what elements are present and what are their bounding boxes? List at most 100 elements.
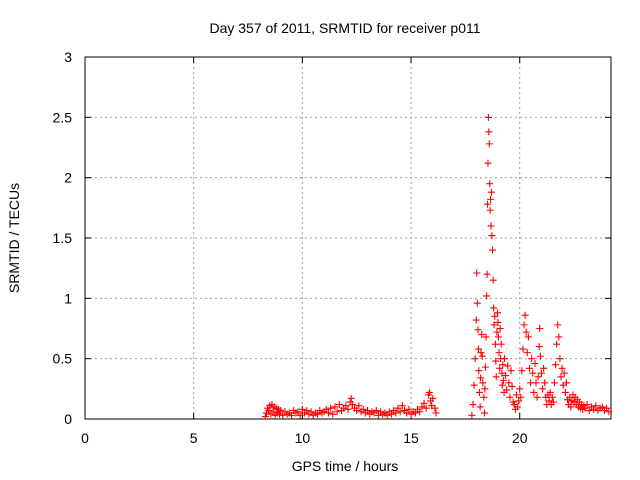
axis-ticks: 0 0.5 1 1.5 2 2.5 3 0 5 10 15 20 bbox=[53, 49, 611, 446]
data-point bbox=[598, 403, 606, 411]
data-point bbox=[515, 397, 523, 405]
data-point bbox=[552, 361, 560, 369]
data-point bbox=[474, 326, 482, 334]
data-point bbox=[533, 393, 541, 401]
x-tick-label: 5 bbox=[190, 430, 198, 446]
data-point bbox=[555, 333, 563, 341]
data-point bbox=[335, 401, 343, 409]
data-point bbox=[372, 407, 380, 415]
data-point bbox=[560, 369, 568, 377]
data-point bbox=[490, 304, 498, 312]
data-point bbox=[529, 369, 537, 377]
data-point bbox=[488, 232, 496, 240]
data-point bbox=[476, 388, 483, 396]
data-point bbox=[514, 403, 522, 411]
x-tick-label: 0 bbox=[81, 430, 89, 446]
data-point bbox=[331, 403, 339, 411]
data-point bbox=[481, 385, 489, 393]
data-point bbox=[396, 408, 404, 416]
data-point bbox=[418, 403, 426, 411]
data-point bbox=[405, 405, 413, 413]
data-point bbox=[530, 388, 538, 396]
data-point bbox=[394, 404, 402, 412]
data-point bbox=[477, 349, 485, 357]
data-point bbox=[583, 401, 591, 409]
data-point bbox=[329, 410, 337, 418]
data-point bbox=[585, 407, 593, 415]
data-point bbox=[481, 363, 489, 371]
data-point bbox=[353, 407, 361, 415]
data-point bbox=[426, 388, 434, 396]
data-point bbox=[491, 312, 499, 320]
data-point bbox=[314, 410, 322, 418]
data-point bbox=[473, 269, 481, 277]
data-point bbox=[269, 408, 277, 416]
data-point bbox=[550, 379, 558, 387]
data-point bbox=[480, 393, 488, 401]
data-point bbox=[483, 270, 491, 278]
y-tick-label: 1.5 bbox=[53, 230, 73, 246]
data-point bbox=[472, 316, 480, 324]
data-point bbox=[523, 349, 531, 357]
data-point bbox=[567, 403, 575, 411]
data-point bbox=[420, 399, 428, 407]
data-point bbox=[374, 411, 382, 419]
data-point bbox=[411, 409, 419, 417]
data-point bbox=[294, 408, 302, 416]
data-point bbox=[492, 357, 500, 365]
data-point bbox=[478, 331, 486, 339]
data-point bbox=[504, 362, 512, 370]
data-point bbox=[557, 373, 565, 381]
data-point bbox=[398, 402, 406, 410]
data-point bbox=[520, 321, 528, 329]
data-point bbox=[265, 407, 273, 415]
x-axis-label: GPS time / hours bbox=[292, 458, 399, 474]
data-point bbox=[485, 140, 493, 148]
x-tick-label: 20 bbox=[512, 430, 528, 446]
x-tick-label: 15 bbox=[403, 430, 419, 446]
data-point bbox=[518, 367, 526, 375]
data-point bbox=[498, 381, 506, 389]
data-point bbox=[531, 359, 539, 367]
data-point bbox=[475, 367, 483, 375]
data-point bbox=[494, 333, 502, 341]
data-point bbox=[524, 333, 532, 341]
data-point bbox=[516, 385, 524, 393]
data-point bbox=[287, 411, 295, 419]
data-point bbox=[276, 410, 284, 418]
data-point bbox=[506, 393, 514, 401]
y-tick-label: 2.5 bbox=[53, 109, 73, 125]
data-point bbox=[540, 364, 548, 372]
data-point bbox=[494, 309, 502, 317]
y-tick-label: 0.5 bbox=[53, 351, 73, 367]
data-point bbox=[487, 222, 495, 230]
data-point bbox=[486, 206, 494, 214]
data-point bbox=[296, 411, 304, 419]
data-point bbox=[484, 200, 492, 208]
y-axis-label: SRMTID / TECUs bbox=[6, 183, 22, 293]
data-point bbox=[561, 388, 569, 396]
data-point bbox=[517, 393, 525, 401]
data-point bbox=[498, 369, 506, 377]
data-point bbox=[477, 374, 485, 382]
data-point bbox=[553, 340, 561, 348]
data-point bbox=[429, 394, 437, 402]
data-point bbox=[499, 376, 507, 384]
data-points bbox=[261, 113, 613, 421]
data-point bbox=[496, 325, 504, 332]
data-point bbox=[581, 404, 589, 412]
data-point bbox=[503, 386, 511, 394]
data-point bbox=[545, 397, 553, 405]
data-point bbox=[476, 403, 484, 411]
data-point bbox=[468, 411, 476, 419]
data-point bbox=[502, 372, 510, 380]
data-point bbox=[469, 401, 477, 409]
data-point bbox=[505, 379, 513, 387]
data-point bbox=[279, 411, 287, 419]
data-point bbox=[548, 393, 556, 401]
data-point bbox=[484, 159, 492, 167]
data-point bbox=[392, 409, 400, 417]
data-point bbox=[482, 333, 490, 341]
data-point bbox=[347, 394, 355, 402]
